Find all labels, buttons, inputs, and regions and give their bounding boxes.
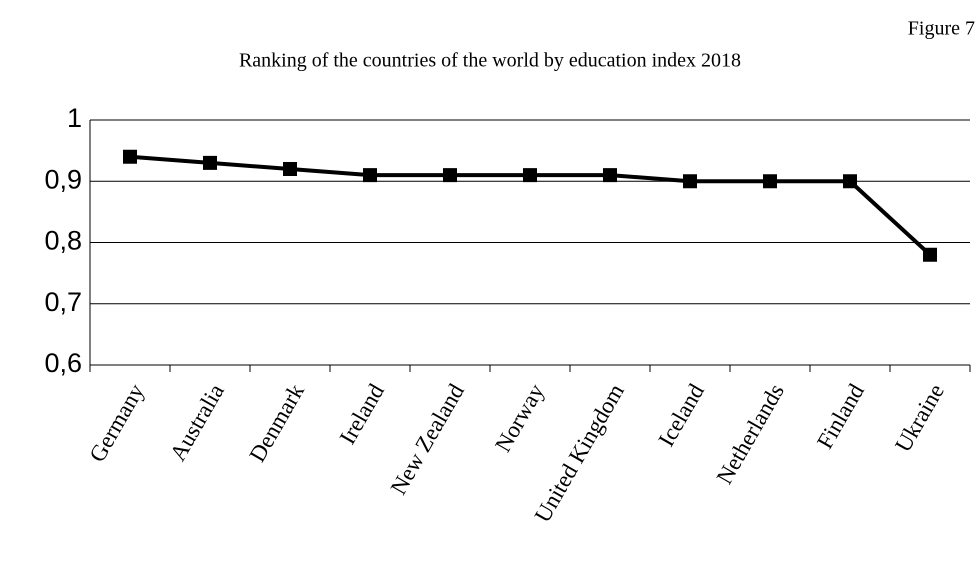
marker [523, 168, 537, 183]
x-tick-label: Ukraine [890, 380, 949, 457]
marker [203, 155, 217, 170]
y-tick-label: 1 [67, 103, 82, 133]
x-tick-label: Australia [165, 380, 229, 466]
x-tick-label: Iceland [653, 379, 709, 451]
chart-title: Ranking of the countries of the world by… [239, 50, 741, 72]
marker [763, 174, 777, 189]
y-tick-label: 0,6 [44, 348, 82, 378]
x-tick-label: United Kingdom [530, 380, 629, 527]
marker [443, 168, 457, 183]
x-tick-label: Netherlands [712, 380, 789, 489]
marker [843, 174, 857, 189]
y-tick-label: 0,7 [44, 287, 82, 317]
x-tick-label: Denmark [244, 379, 309, 466]
x-tick-label: Norway [490, 379, 549, 456]
marker [363, 168, 377, 183]
marker [283, 162, 297, 176]
y-tick-label: 0,9 [44, 164, 82, 194]
x-tick-label: New Zealand [386, 379, 470, 499]
x-tick-label: Ireland [335, 379, 389, 448]
y-tick-label: 0,8 [44, 226, 82, 256]
marker [683, 174, 697, 189]
marker [923, 247, 937, 262]
marker [603, 168, 617, 183]
marker [123, 149, 137, 164]
x-tick-label: Germany [84, 379, 149, 466]
figure-label: Figure 7 [908, 18, 975, 40]
x-tick-label: Finland [812, 379, 869, 453]
